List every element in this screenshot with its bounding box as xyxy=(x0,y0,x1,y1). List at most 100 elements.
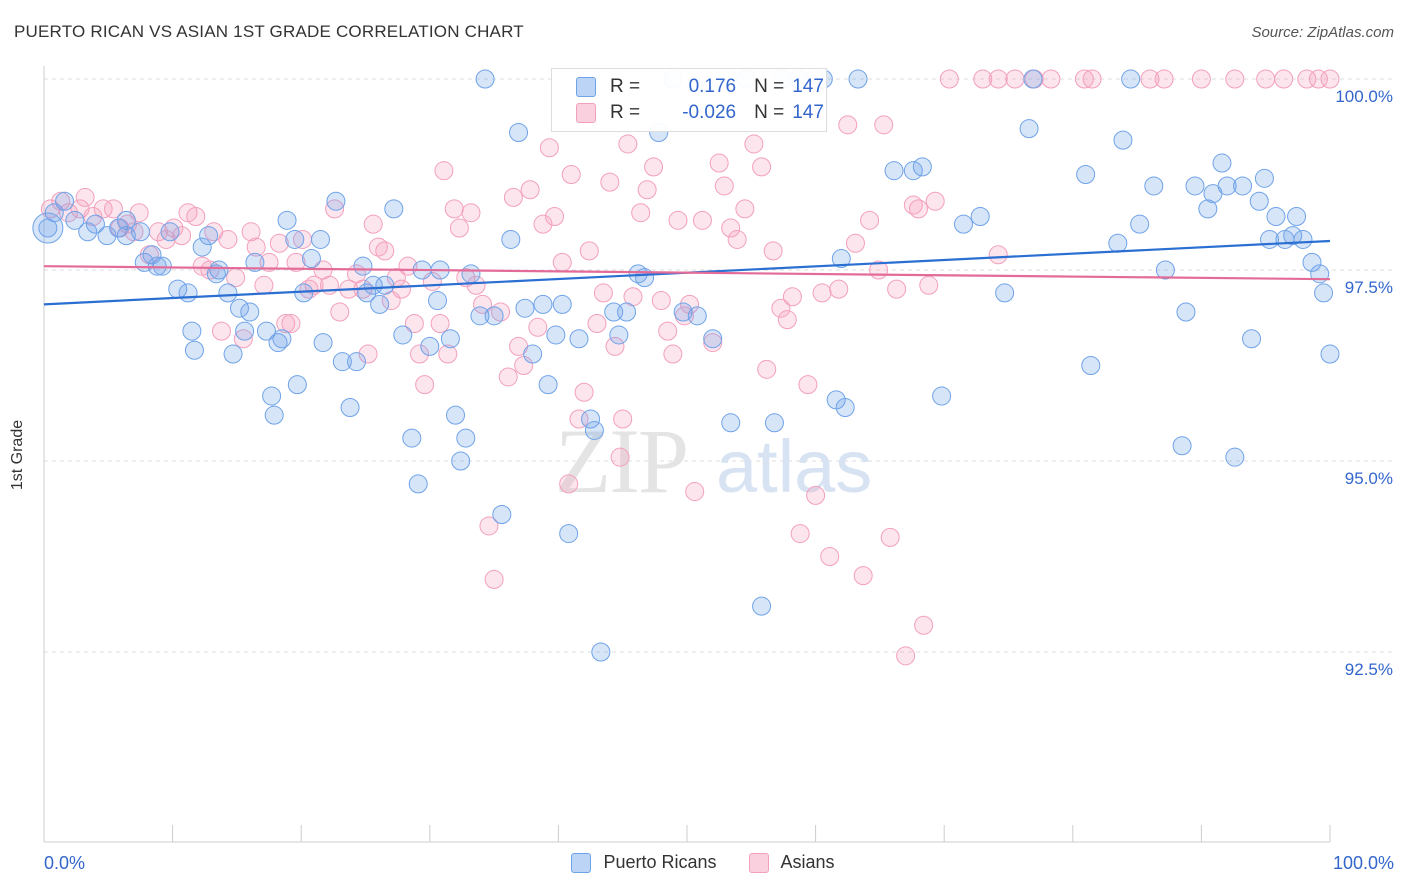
point-asian xyxy=(735,199,755,219)
point-puerto-rican xyxy=(420,336,440,356)
point-puerto-rican xyxy=(301,249,321,269)
point-puerto-rican xyxy=(492,504,512,524)
point-asian xyxy=(853,566,873,586)
point-puerto-rican xyxy=(285,229,305,249)
point-puerto-rican xyxy=(591,642,611,662)
point-asian xyxy=(363,214,383,234)
point-asian xyxy=(663,344,683,364)
point-asian xyxy=(658,321,678,341)
point-puerto-rican xyxy=(209,260,229,280)
point-puerto-rican xyxy=(884,161,904,181)
point-puerto-rican xyxy=(475,69,495,89)
point-puerto-rican xyxy=(199,226,219,246)
point-asian xyxy=(218,229,238,249)
point-puerto-rican xyxy=(1283,226,1303,246)
point-asian xyxy=(58,203,78,223)
legend-n-value: 147 xyxy=(792,76,824,97)
legend-r-label: R = xyxy=(610,76,641,97)
point-puerto-rican xyxy=(272,329,292,349)
point-asian xyxy=(613,409,633,429)
point-puerto-rican xyxy=(584,420,604,440)
point-puerto-rican xyxy=(402,428,422,448)
point-asian xyxy=(782,287,802,307)
point-asian xyxy=(757,359,777,379)
point-puerto-rican xyxy=(1249,191,1269,211)
point-asian xyxy=(587,313,607,333)
point-puerto-rican xyxy=(581,409,601,429)
point-puerto-rican xyxy=(1155,260,1175,280)
point-puerto-rican xyxy=(1023,69,1043,89)
point-asian xyxy=(896,646,916,666)
legend-label: Asians xyxy=(780,852,835,872)
point-puerto-rican xyxy=(152,256,172,276)
point-asian xyxy=(1256,69,1276,89)
series-legend: Puerto Ricans Asians xyxy=(0,852,1406,873)
point-asian xyxy=(325,199,345,219)
point-puerto-rican xyxy=(1287,207,1307,227)
point-asian xyxy=(925,191,945,211)
point-puerto-rican xyxy=(340,398,360,418)
point-puerto-rican xyxy=(346,352,366,372)
point-asian xyxy=(75,187,95,207)
point-asian xyxy=(233,329,253,349)
point-asian xyxy=(887,279,907,299)
point-puerto-rican xyxy=(703,329,723,349)
point-puerto-rican xyxy=(1130,214,1150,234)
point-puerto-rican xyxy=(995,283,1015,303)
point-puerto-rican xyxy=(184,340,204,360)
legend-swatch-blue xyxy=(571,852,592,873)
point-asian xyxy=(1082,69,1102,89)
point-asian xyxy=(574,382,594,402)
point-asian xyxy=(860,210,880,230)
legend-swatch-blue xyxy=(576,77,596,97)
point-puerto-rican xyxy=(218,283,238,303)
point-asian xyxy=(444,199,464,219)
point-asian xyxy=(771,298,791,318)
point-asian xyxy=(838,115,858,135)
point-puerto-rican xyxy=(970,207,990,227)
point-asian xyxy=(286,252,306,272)
point-asian xyxy=(593,283,613,303)
point-puerto-rican xyxy=(116,210,136,230)
axes xyxy=(43,66,1331,843)
point-asian xyxy=(172,226,192,246)
point-asian xyxy=(281,313,301,333)
point-puerto-rican xyxy=(384,199,404,219)
point-asian xyxy=(631,203,651,223)
point-puerto-rican xyxy=(1185,176,1205,196)
point-asian xyxy=(600,172,620,192)
point-asian xyxy=(812,283,832,303)
point-asian xyxy=(618,134,638,154)
watermark-atlas: atlas xyxy=(716,425,872,508)
point-asian xyxy=(330,302,350,322)
point-puerto-rican xyxy=(97,226,117,246)
point-puerto-rican xyxy=(764,413,784,433)
point-asian xyxy=(637,180,657,200)
point-puerto-rican xyxy=(375,275,395,295)
legend-row-puerto-ricans: R = 0.176 N = 147 xyxy=(576,75,824,99)
point-asian xyxy=(644,157,664,177)
point-puerto-rican xyxy=(1314,283,1334,303)
point-asian xyxy=(473,294,493,314)
point-asian xyxy=(392,279,412,299)
point-puerto-rican xyxy=(1019,119,1039,139)
watermark-zip: ZIP xyxy=(555,410,687,512)
point-asian xyxy=(254,275,274,295)
legend-row-asians: R = -0.026 N = 147 xyxy=(576,101,824,125)
point-puerto-rican xyxy=(440,329,460,349)
point-asian xyxy=(579,241,599,261)
point-asian xyxy=(186,207,206,227)
point-asian xyxy=(1005,69,1025,89)
point-asian xyxy=(680,294,700,314)
point-puerto-rican xyxy=(1198,199,1218,219)
point-puerto-rican xyxy=(538,375,558,395)
point-puerto-rican xyxy=(461,264,481,284)
point-asian xyxy=(1274,69,1294,89)
point-asian xyxy=(438,344,458,364)
point-puerto-rican xyxy=(1176,302,1196,322)
point-asian xyxy=(503,187,523,207)
point-asian xyxy=(692,210,712,230)
point-asian xyxy=(880,527,900,547)
point-puerto-rican xyxy=(687,306,707,326)
point-asian xyxy=(744,134,764,154)
